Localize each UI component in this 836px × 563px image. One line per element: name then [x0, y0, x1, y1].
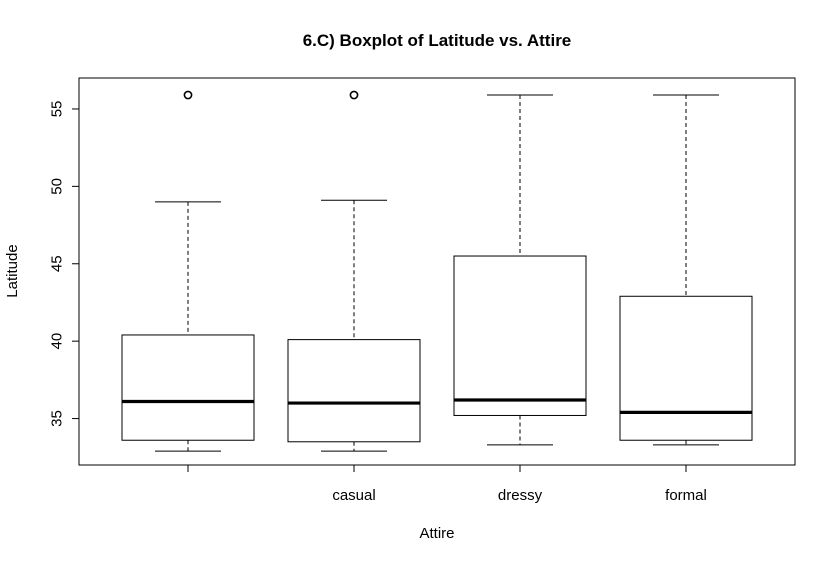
chart-title: 6.C) Boxplot of Latitude vs. Attire	[303, 31, 572, 50]
box-iqr	[287, 339, 421, 443]
y-tick-label: 40	[49, 333, 66, 350]
y-tick-label: 55	[49, 101, 66, 118]
box-iqr	[121, 334, 255, 441]
x-tick-label: dressy	[498, 487, 543, 504]
y-tick-label: 45	[49, 255, 66, 272]
y-axis-label: Latitude	[4, 244, 21, 297]
box-iqr	[619, 295, 753, 441]
box-iqr	[453, 255, 587, 416]
chart-marks: 35 40 45 50 55 casual dressy formal	[49, 90, 753, 504]
y-tick-label: 35	[49, 410, 66, 427]
y-tick-label: 50	[49, 178, 66, 195]
x-tick-label: casual	[332, 487, 375, 504]
outlier-point	[183, 90, 193, 100]
outlier-point	[349, 90, 359, 100]
x-axis-label: Attire	[419, 525, 454, 542]
x-tick-label: formal	[665, 487, 707, 504]
